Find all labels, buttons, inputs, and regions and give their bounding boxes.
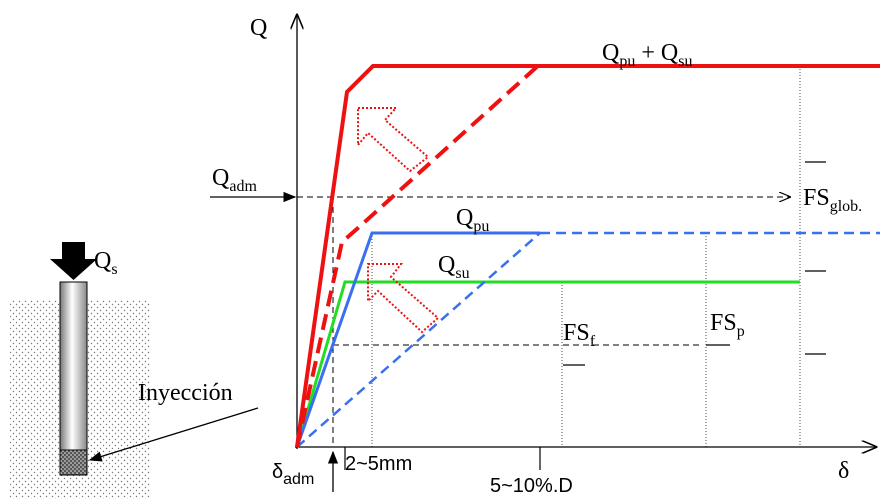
ticks (344, 161, 826, 470)
shaft (59, 281, 88, 451)
text: Q (94, 248, 111, 274)
q-su-label: Qsu (438, 252, 470, 282)
axis-x-label: δ (838, 458, 849, 484)
text: su (455, 265, 469, 282)
text: Q (602, 40, 619, 66)
text: Q (456, 205, 473, 231)
inyeccion-label: Inyección (138, 380, 233, 406)
pointer (88, 407, 259, 462)
text: Q (438, 252, 455, 278)
grout-bulb (59, 449, 88, 476)
total-curve (295, 64, 880, 448)
text: FS (563, 320, 590, 346)
text: su (678, 53, 692, 70)
text: pu (619, 53, 635, 70)
pile (10, 242, 259, 499)
text: FS (803, 185, 830, 211)
load-arrow (62, 242, 85, 260)
text: p (737, 323, 745, 340)
text: f (590, 333, 596, 350)
text: Q (661, 40, 678, 66)
text: Q (212, 165, 229, 191)
guides (371, 66, 801, 447)
delta-adm-label: δadm (272, 461, 314, 488)
q-su-dashed (296, 232, 541, 448)
text: adm (283, 471, 314, 488)
range-small-label: 2~5mm (345, 453, 412, 475)
load-arrow-head (50, 259, 97, 280)
total-label: Qpu + Qsu (602, 40, 692, 70)
q-s-label: Qs (94, 248, 118, 278)
q-pu-label: Qpu (456, 205, 489, 235)
text: glob. (830, 198, 862, 215)
text: s (111, 261, 117, 278)
text: FS (710, 310, 737, 336)
fs-p-label: FSp (710, 310, 745, 340)
q-adm-label: Qadm (212, 165, 257, 195)
axis-y-label: Q (250, 15, 267, 41)
total-dashed (295, 62, 542, 448)
q-su-curve (295, 280, 800, 448)
q-pu-curve (295, 231, 540, 448)
shift-arrow (357, 107, 430, 173)
fs-glob-label: FSglob. (803, 185, 862, 215)
shift-arrow (367, 263, 440, 334)
text: δ (272, 461, 283, 483)
range-large-label: 5~10%.D (490, 475, 573, 497)
text: adm (229, 178, 257, 195)
text: + (635, 40, 661, 66)
text: pu (473, 218, 489, 235)
fs-f-label: FSf (563, 320, 596, 350)
